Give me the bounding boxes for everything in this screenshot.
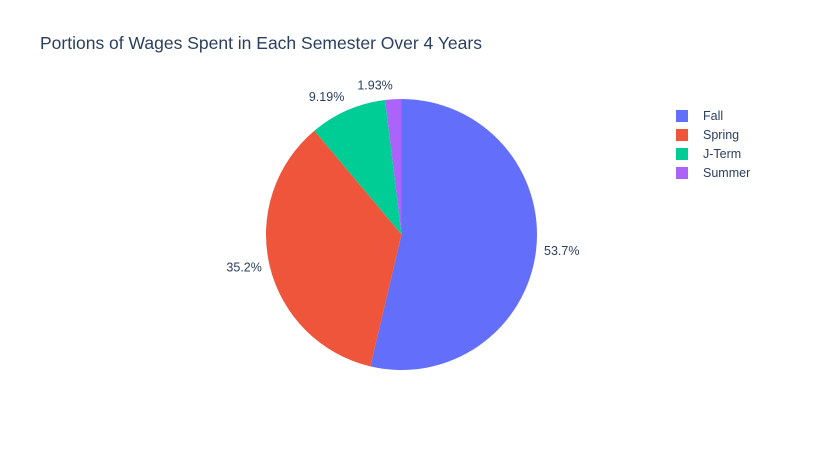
chart-title: Portions of Wages Spent in Each Semester… xyxy=(40,33,482,53)
slice-percent-labels: 53.7% 35.2% 9.19% 1.93% xyxy=(226,78,579,274)
legend-swatch xyxy=(676,166,688,179)
legend-label: Summer xyxy=(703,165,751,180)
legend-swatch xyxy=(676,147,688,160)
legend-label: J-Term xyxy=(703,146,742,161)
pie-slices xyxy=(266,99,537,371)
legend-swatch xyxy=(676,128,688,141)
pie-slice-summer[interactable] xyxy=(385,99,402,235)
slice-percent-label: 53.7% xyxy=(544,244,579,258)
slice-percent-label: 9.19% xyxy=(309,90,344,104)
legend-item-fall[interactable]: Fall xyxy=(676,106,750,125)
slice-percent-label: 1.93% xyxy=(357,78,392,92)
legend-item-j-term[interactable]: J-Term xyxy=(676,144,750,163)
legend-item-spring[interactable]: Spring xyxy=(676,125,750,144)
legend: Fall Spring J-Term Summer xyxy=(676,106,750,182)
pie-slice-fall[interactable] xyxy=(370,99,537,371)
pie-slice-spring[interactable] xyxy=(266,130,402,367)
legend-swatch xyxy=(676,109,688,122)
slice-percent-label: 35.2% xyxy=(226,261,261,275)
legend-item-summer[interactable]: Summer xyxy=(676,163,750,182)
legend-label: Spring xyxy=(703,127,740,142)
pie-slice-j-term[interactable] xyxy=(314,99,402,235)
legend-label: Fall xyxy=(703,108,724,123)
